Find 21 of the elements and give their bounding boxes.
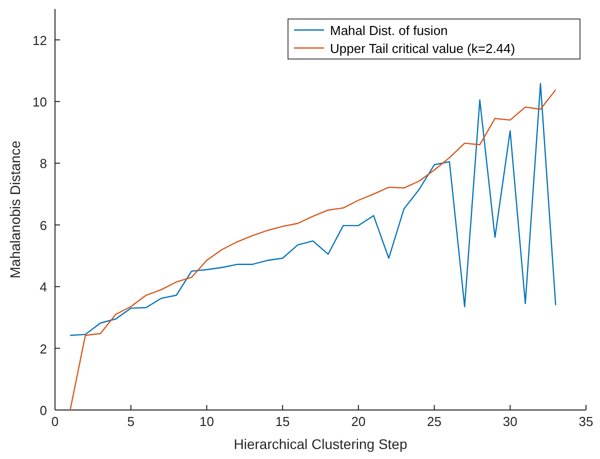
x-tick-label: 30: [502, 414, 518, 429]
x-tick-label: 20: [351, 414, 366, 429]
legend-label: Upper Tail critical value (k=2.44): [330, 41, 516, 56]
x-tick-label: 0: [51, 414, 59, 429]
x-axis-title: Hierarchical Clustering Step: [234, 436, 408, 452]
x-tick-label: 35: [578, 414, 594, 429]
x-tick-label: 15: [275, 414, 290, 429]
legend-label: Mahal Dist. of fusion: [330, 23, 448, 38]
y-axis-title: Mahalanobis Distance: [7, 140, 23, 278]
y-tick-label: 4: [40, 280, 47, 295]
y-tick-label: 10: [32, 94, 47, 110]
y-tick-label: 8: [40, 156, 47, 172]
line-series: [70, 83, 556, 336]
x-tick-label: 5: [127, 414, 134, 429]
y-tick-label: 6: [40, 218, 47, 233]
line-series: [70, 89, 556, 411]
y-tick-label: 2: [40, 341, 47, 356]
y-tick-label: 0: [40, 403, 47, 418]
x-tick-label: 25: [427, 414, 442, 429]
x-tick-label: 10: [199, 414, 214, 429]
y-tick-label: 12: [32, 32, 47, 48]
